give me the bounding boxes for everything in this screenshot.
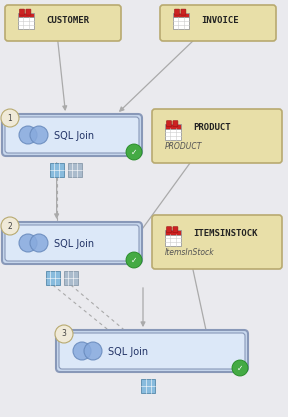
FancyBboxPatch shape (165, 234, 181, 246)
FancyBboxPatch shape (173, 227, 178, 233)
FancyBboxPatch shape (141, 379, 156, 393)
Circle shape (232, 360, 248, 376)
Text: SQL Join: SQL Join (54, 131, 94, 141)
FancyBboxPatch shape (165, 128, 181, 140)
Circle shape (19, 234, 37, 252)
Circle shape (84, 342, 102, 360)
FancyBboxPatch shape (56, 330, 248, 372)
Text: ✓: ✓ (131, 148, 137, 156)
FancyBboxPatch shape (152, 109, 282, 163)
FancyBboxPatch shape (173, 17, 189, 29)
FancyBboxPatch shape (68, 163, 82, 177)
FancyBboxPatch shape (181, 9, 186, 15)
Text: ✓: ✓ (237, 364, 243, 372)
Circle shape (126, 252, 142, 268)
Circle shape (55, 325, 73, 343)
FancyBboxPatch shape (173, 121, 178, 127)
Text: 2: 2 (7, 221, 12, 231)
Circle shape (1, 217, 19, 235)
FancyBboxPatch shape (166, 227, 171, 233)
FancyBboxPatch shape (18, 17, 34, 29)
FancyBboxPatch shape (46, 271, 60, 285)
FancyBboxPatch shape (165, 230, 181, 235)
FancyBboxPatch shape (18, 13, 34, 17)
FancyBboxPatch shape (2, 114, 142, 156)
FancyBboxPatch shape (2, 222, 142, 264)
Text: SQL Join: SQL Join (108, 347, 148, 357)
Circle shape (30, 234, 48, 252)
Circle shape (1, 109, 19, 127)
FancyBboxPatch shape (5, 117, 139, 153)
FancyBboxPatch shape (50, 163, 64, 177)
Text: 1: 1 (7, 113, 12, 123)
FancyBboxPatch shape (5, 5, 121, 41)
Text: CUSTOMER: CUSTOMER (46, 16, 89, 25)
Circle shape (126, 144, 142, 160)
FancyBboxPatch shape (173, 13, 189, 17)
FancyBboxPatch shape (59, 333, 245, 369)
FancyBboxPatch shape (165, 124, 181, 128)
Text: PRODUCT: PRODUCT (193, 123, 231, 132)
FancyBboxPatch shape (26, 9, 31, 15)
Text: ItemsInStock: ItemsInStock (165, 248, 215, 257)
FancyBboxPatch shape (20, 9, 24, 15)
Text: SQL Join: SQL Join (54, 239, 94, 249)
Circle shape (19, 126, 37, 144)
Circle shape (73, 342, 91, 360)
FancyBboxPatch shape (160, 5, 276, 41)
Text: ITEMSINSTOCK: ITEMSINSTOCK (193, 229, 257, 238)
FancyBboxPatch shape (152, 215, 282, 269)
FancyBboxPatch shape (166, 121, 171, 127)
Circle shape (30, 126, 48, 144)
Text: ✓: ✓ (131, 256, 137, 264)
FancyBboxPatch shape (175, 9, 179, 15)
FancyBboxPatch shape (64, 271, 78, 285)
Text: PRODUCT: PRODUCT (165, 142, 202, 151)
Text: INVOICE: INVOICE (201, 16, 239, 25)
Text: 3: 3 (62, 329, 67, 339)
FancyBboxPatch shape (5, 225, 139, 261)
